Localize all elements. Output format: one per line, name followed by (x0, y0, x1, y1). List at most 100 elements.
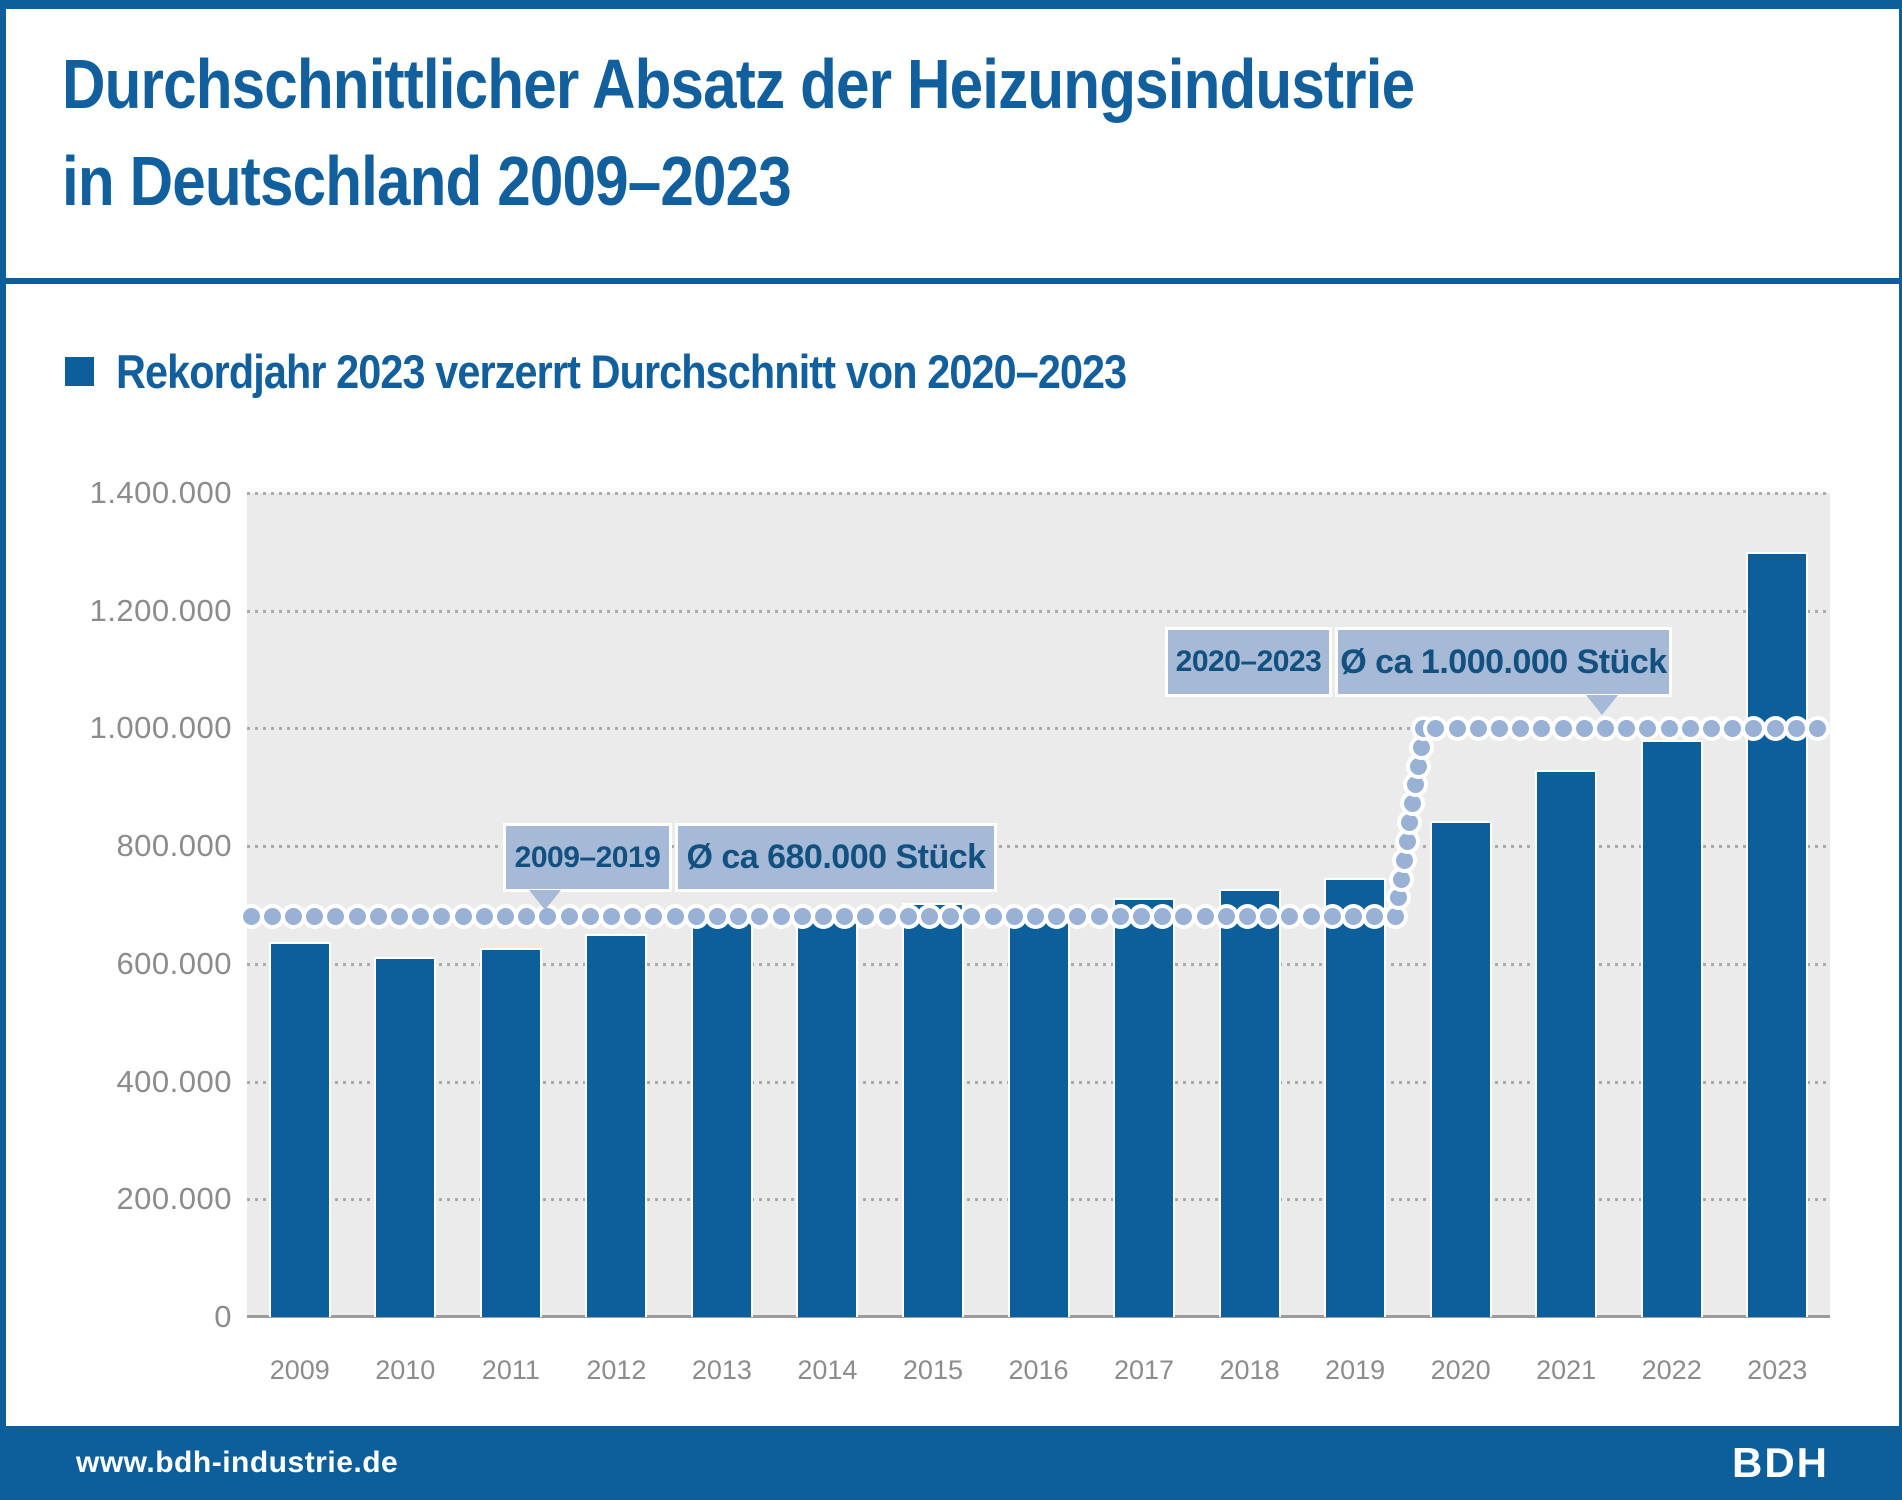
average-line-dot (602, 908, 620, 926)
callout-average-2009-2019: 2009–2019 Ø ca 680.000 Stück (503, 823, 997, 910)
callout-value-label: Ø ca 1.000.000 Stück (1335, 627, 1672, 697)
x-tick-label: 2022 (1641, 1355, 1702, 1385)
callout-period-text: 2020–2023 (1175, 645, 1322, 678)
average-line-dot (284, 908, 302, 926)
gridline (247, 845, 1830, 849)
x-tick-label: 2010 (375, 1355, 436, 1385)
gridline (247, 609, 1830, 613)
x-tick-label: 2019 (1325, 1355, 1386, 1385)
average-line-dot (878, 908, 896, 926)
x-tick-label: 2014 (797, 1355, 858, 1385)
x-tick-label: 2021 (1536, 1355, 1597, 1385)
average-line-dot (1404, 795, 1422, 813)
average-line-dot (772, 908, 790, 926)
x-tick-label: 2013 (691, 1355, 752, 1385)
average-line-dot (1069, 908, 1087, 926)
average-line-dot (1787, 719, 1805, 737)
callout-period-label: 2020–2023 (1165, 627, 1332, 697)
frame-top-border (0, 0, 1902, 9)
average-line-dot (624, 908, 642, 926)
subtitle-row: Rekordjahr 2023 verzerrt Durchschnitt vo… (65, 336, 1264, 406)
average-line-dot (963, 908, 981, 926)
average-line-dot (242, 908, 260, 926)
callout-average-2020-2023: 2020–2023 Ø ca 1.000.000 Stück (1165, 627, 1672, 715)
bar-2023 (1746, 551, 1809, 1317)
header-divider (0, 278, 1902, 284)
average-line-dot (1132, 908, 1150, 926)
average-line-dot (560, 908, 578, 926)
callout-value-text: Ø ca 1.000.000 Stück (1340, 642, 1667, 681)
average-line-dot (1260, 908, 1278, 926)
average-line-dot (348, 908, 366, 926)
average-line-dot (1554, 719, 1572, 737)
average-line-dot (1395, 851, 1413, 869)
bar-2019 (1324, 877, 1387, 1317)
average-line-dot (1406, 776, 1424, 794)
average-line-dot (263, 908, 281, 926)
average-line-dot (1196, 908, 1214, 926)
average-line-dot (412, 908, 430, 926)
average-line-dot (496, 908, 514, 926)
average-line-dot (1366, 908, 1384, 926)
average-line-dot (730, 908, 748, 926)
average-line-dot (836, 908, 854, 926)
average-line-dot (1090, 908, 1108, 926)
gridline (247, 492, 1830, 495)
average-line-dot (1005, 908, 1023, 926)
average-line-dot (1392, 870, 1410, 888)
callout-pointer-icon (529, 890, 561, 910)
average-line-dot (687, 908, 705, 926)
bar-2012 (585, 934, 648, 1317)
plot-area: 2009 2010 2011 2012 2013 2014 2015 2016 2017 2018… (242, 492, 1830, 1385)
average-line-dot (1217, 908, 1235, 926)
x-tick-label: 2017 (1113, 1355, 1175, 1385)
bar-2017 (1113, 897, 1176, 1317)
y-tick-label: 800.000 (116, 828, 232, 864)
page-title: Durchschnittlicher Absatz der Heizungsin… (62, 36, 1415, 230)
average-line-dot (814, 908, 832, 926)
footer-bar: www.bdh-industrie.de BDH (0, 1426, 1902, 1500)
y-tick-label: 200.000 (116, 1181, 232, 1217)
bar-2020 (1429, 820, 1492, 1317)
y-axis-labels: 1.400.000 1.200.000 1.000.000 800.000 600.00… (0, 477, 232, 1333)
average-line-dot (1323, 908, 1341, 926)
average-line-dot (1344, 908, 1362, 926)
y-tick-label: 400.000 (116, 1063, 232, 1099)
x-tick-label: 2009 (269, 1355, 330, 1385)
page-title-line2: in Deutschland 2009–2023 (62, 142, 792, 220)
bar-2013 (690, 912, 753, 1317)
average-line-dot (1681, 719, 1699, 737)
average-line-dot (1448, 719, 1466, 737)
average-line-dot (1154, 908, 1172, 926)
average-line-dot (1401, 814, 1419, 832)
page-title-line1: Durchschnittlicher Absatz der Heizungsin… (62, 45, 1415, 123)
frame-left-border (0, 0, 6, 1426)
bar-2015 (901, 903, 964, 1317)
average-line-dot (1808, 719, 1826, 737)
y-tick-label: 1.200.000 (89, 592, 232, 628)
average-line-dot (539, 908, 557, 926)
frame-right-border (1899, 0, 1902, 1426)
average-line-dot (1048, 908, 1066, 926)
average-line-dot (1639, 719, 1657, 737)
average-line-dot (1660, 719, 1678, 737)
average-line-dot (857, 908, 875, 926)
average-line-dot (1409, 757, 1427, 775)
average-line-dot (793, 908, 811, 926)
average-line-dot (708, 908, 726, 926)
average-line-dot (390, 908, 408, 926)
x-tick-label: 2011 (481, 1355, 540, 1385)
y-tick-label: 600.000 (116, 945, 232, 981)
average-line-dot (454, 908, 472, 926)
subtitle-text: Rekordjahr 2023 verzerrt Durchschnitt vo… (116, 344, 1127, 398)
average-line-dot (327, 908, 345, 926)
average-line-dot (1724, 719, 1742, 737)
bar-2014 (796, 915, 859, 1317)
average-line-dot (1490, 719, 1508, 737)
average-line-dot (306, 908, 324, 926)
bar-2018 (1218, 889, 1281, 1317)
average-line-dot (1596, 719, 1614, 737)
callout-pointer-icon (1586, 695, 1618, 715)
average-line-dot (1238, 908, 1256, 926)
bar-2010 (374, 956, 437, 1317)
